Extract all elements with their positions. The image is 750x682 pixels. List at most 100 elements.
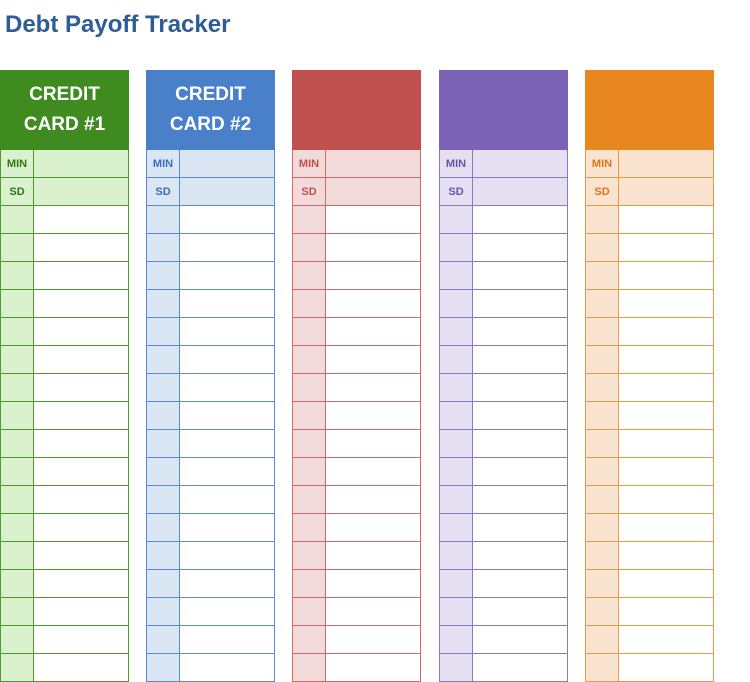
payment-date-cell[interactable] [585, 570, 619, 597]
payment-date-cell[interactable] [439, 570, 473, 597]
payment-date-cell[interactable] [585, 458, 619, 485]
start-date-row-value-cell[interactable] [473, 178, 568, 205]
balance-cell[interactable] [180, 570, 275, 597]
payment-date-cell[interactable] [0, 206, 34, 233]
balance-cell[interactable] [180, 262, 275, 289]
balance-cell[interactable] [180, 626, 275, 653]
payment-date-cell[interactable] [439, 206, 473, 233]
balance-cell[interactable] [34, 570, 129, 597]
payment-date-cell[interactable] [292, 458, 326, 485]
balance-cell[interactable] [180, 486, 275, 513]
payment-date-cell[interactable] [0, 402, 34, 429]
balance-cell[interactable] [473, 206, 568, 233]
payment-date-cell[interactable] [439, 290, 473, 317]
balance-cell[interactable] [326, 374, 421, 401]
balance-cell[interactable] [34, 206, 129, 233]
balance-cell[interactable] [180, 374, 275, 401]
payment-date-cell[interactable] [439, 346, 473, 373]
payment-date-cell[interactable] [146, 234, 180, 261]
balance-cell[interactable] [180, 290, 275, 317]
payment-date-cell[interactable] [146, 654, 180, 681]
payment-date-cell[interactable] [585, 514, 619, 541]
payment-date-cell[interactable] [292, 514, 326, 541]
payment-date-cell[interactable] [0, 626, 34, 653]
balance-cell[interactable] [619, 486, 714, 513]
payment-date-cell[interactable] [439, 262, 473, 289]
payment-date-cell[interactable] [0, 346, 34, 373]
balance-cell[interactable] [180, 542, 275, 569]
balance-cell[interactable] [326, 458, 421, 485]
balance-cell[interactable] [619, 234, 714, 261]
balance-cell[interactable] [619, 570, 714, 597]
payment-date-cell[interactable] [585, 654, 619, 681]
balance-cell[interactable] [34, 542, 129, 569]
payment-date-cell[interactable] [585, 402, 619, 429]
payment-date-cell[interactable] [146, 430, 180, 457]
debt-column-header[interactable]: CREDIT CARD #1 [0, 70, 129, 150]
debt-column-header[interactable] [439, 70, 568, 150]
payment-date-cell[interactable] [146, 262, 180, 289]
balance-cell[interactable] [619, 458, 714, 485]
payment-date-cell[interactable] [585, 318, 619, 345]
balance-cell[interactable] [326, 598, 421, 625]
payment-date-cell[interactable] [0, 290, 34, 317]
balance-cell[interactable] [34, 626, 129, 653]
payment-date-cell[interactable] [292, 402, 326, 429]
debt-column-header[interactable] [585, 70, 714, 150]
payment-date-cell[interactable] [585, 262, 619, 289]
balance-cell[interactable] [473, 598, 568, 625]
payment-date-cell[interactable] [0, 570, 34, 597]
balance-cell[interactable] [326, 346, 421, 373]
balance-cell[interactable] [34, 262, 129, 289]
payment-date-cell[interactable] [146, 458, 180, 485]
debt-column-header[interactable] [292, 70, 421, 150]
balance-cell[interactable] [619, 262, 714, 289]
payment-date-cell[interactable] [292, 570, 326, 597]
payment-date-cell[interactable] [292, 626, 326, 653]
balance-cell[interactable] [619, 290, 714, 317]
payment-date-cell[interactable] [0, 430, 34, 457]
payment-date-cell[interactable] [439, 402, 473, 429]
balance-cell[interactable] [34, 514, 129, 541]
payment-date-cell[interactable] [585, 374, 619, 401]
payment-date-cell[interactable] [439, 234, 473, 261]
balance-cell[interactable] [473, 374, 568, 401]
payment-date-cell[interactable] [146, 318, 180, 345]
payment-date-cell[interactable] [0, 598, 34, 625]
balance-cell[interactable] [619, 626, 714, 653]
start-date-row-value-cell[interactable] [180, 178, 275, 205]
balance-cell[interactable] [619, 206, 714, 233]
payment-date-cell[interactable] [146, 402, 180, 429]
balance-cell[interactable] [473, 430, 568, 457]
payment-date-cell[interactable] [146, 514, 180, 541]
payment-date-cell[interactable] [146, 486, 180, 513]
balance-cell[interactable] [34, 402, 129, 429]
payment-date-cell[interactable] [292, 430, 326, 457]
payment-date-cell[interactable] [292, 486, 326, 513]
balance-cell[interactable] [180, 206, 275, 233]
balance-cell[interactable] [473, 234, 568, 261]
balance-cell[interactable] [473, 346, 568, 373]
payment-date-cell[interactable] [585, 626, 619, 653]
payment-date-cell[interactable] [585, 598, 619, 625]
payment-date-cell[interactable] [439, 598, 473, 625]
payment-date-cell[interactable] [0, 542, 34, 569]
balance-cell[interactable] [326, 402, 421, 429]
debt-column-header[interactable]: CREDIT CARD #2 [146, 70, 275, 150]
payment-date-cell[interactable] [439, 486, 473, 513]
balance-cell[interactable] [326, 206, 421, 233]
balance-cell[interactable] [34, 598, 129, 625]
balance-cell[interactable] [619, 318, 714, 345]
balance-cell[interactable] [473, 514, 568, 541]
start-date-row-value-cell[interactable] [34, 178, 129, 205]
payment-date-cell[interactable] [292, 374, 326, 401]
payment-date-cell[interactable] [585, 486, 619, 513]
balance-cell[interactable] [180, 514, 275, 541]
payment-date-cell[interactable] [0, 234, 34, 261]
balance-cell[interactable] [34, 346, 129, 373]
balance-cell[interactable] [619, 542, 714, 569]
balance-cell[interactable] [180, 318, 275, 345]
balance-cell[interactable] [326, 514, 421, 541]
payment-date-cell[interactable] [439, 374, 473, 401]
payment-date-cell[interactable] [585, 234, 619, 261]
